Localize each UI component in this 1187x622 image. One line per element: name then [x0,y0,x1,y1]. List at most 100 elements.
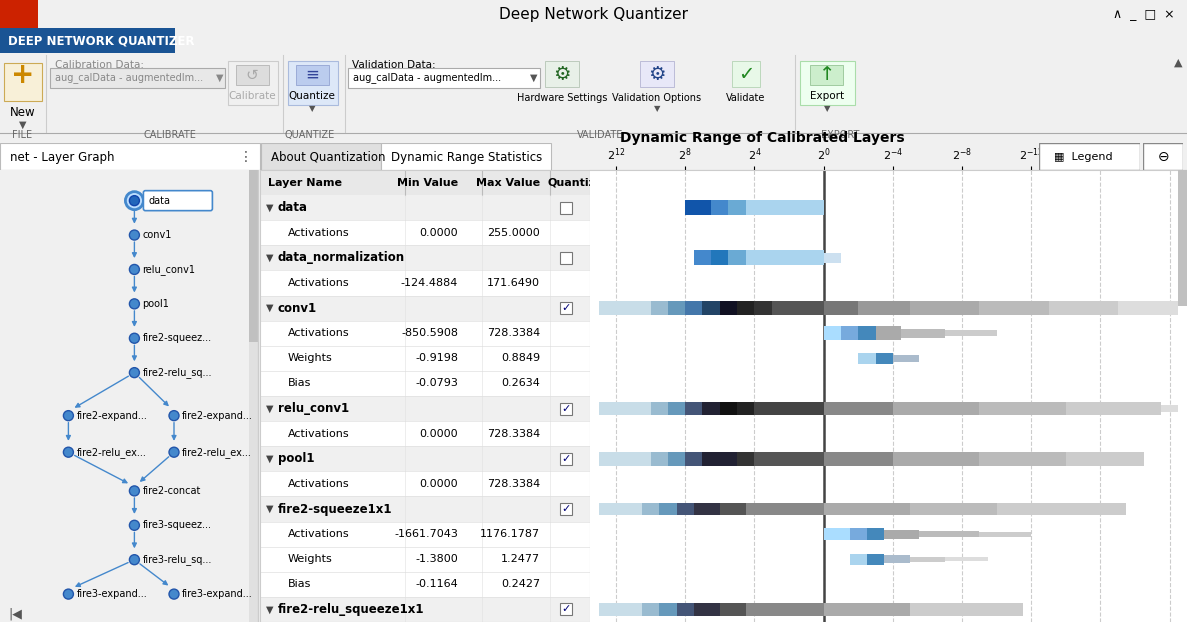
Text: Bias: Bias [288,378,311,389]
Bar [719,503,745,515]
Text: ✓: ✓ [561,404,571,414]
Text: -1661.7043: -1661.7043 [394,529,458,539]
Text: ▼: ▼ [531,73,538,83]
Text: Activations: Activations [288,429,350,439]
Text: ⚙: ⚙ [648,65,666,83]
Text: -1.3800: -1.3800 [415,554,458,564]
Bar [560,603,572,615]
Bar [867,528,884,541]
Text: ▼: ▼ [266,605,273,615]
Bar [668,402,685,415]
Bar [598,503,642,515]
Text: ⋮: ⋮ [1166,150,1179,164]
Text: CALIBRATE: CALIBRATE [144,130,196,140]
Text: fire3-relu_sq...: fire3-relu_sq... [142,554,211,565]
Circle shape [129,486,139,496]
Bar [876,353,893,364]
Circle shape [129,196,139,206]
Bar [260,220,590,245]
Text: 1.2477: 1.2477 [501,554,540,564]
Bar [560,252,572,264]
Text: 0.0000: 0.0000 [419,429,458,439]
Text: fire2-relu_ex...: fire2-relu_ex... [182,447,252,458]
Text: data: data [148,196,171,206]
Bar [560,402,572,414]
Bar [1066,402,1161,415]
Text: Calibration Data:: Calibration Data: [55,60,144,70]
Bar [737,452,755,466]
Bar [703,402,719,415]
Text: ▼: ▼ [266,303,273,313]
Bar [703,452,737,466]
Text: Quantize: Quantize [547,177,603,188]
Text: fire3-squeez...: fire3-squeez... [142,520,211,531]
Text: -124.4884: -124.4884 [401,278,458,288]
Bar [249,170,258,622]
Text: ∧  _  □  ×: ∧ _ □ × [1113,7,1175,21]
Bar [945,330,997,337]
Bar [50,68,226,88]
Text: Dynamic Range of Calibrated Layers: Dynamic Range of Calibrated Layers [620,131,904,145]
Circle shape [129,520,139,531]
Text: fire2-relu_squeeze1x1: fire2-relu_squeeze1x1 [278,603,425,616]
Bar [381,143,551,170]
Text: relu_conv1: relu_conv1 [278,402,349,415]
Bar [901,329,945,338]
Text: ✓: ✓ [561,454,571,464]
Text: pool1: pool1 [142,299,170,309]
Text: ▼: ▼ [266,454,273,464]
Text: ≡: ≡ [305,66,319,84]
Bar [824,603,910,616]
Bar [919,531,979,537]
Bar [711,251,729,266]
Bar [824,452,893,466]
Circle shape [126,192,144,210]
Bar [824,327,840,340]
Bar [260,271,590,295]
Bar [732,61,760,87]
Bar [560,302,572,314]
Bar [840,327,858,340]
Bar [850,528,867,541]
Text: fire2-concat: fire2-concat [142,486,201,496]
Bar [824,301,858,315]
Text: data: data [278,201,307,214]
Bar [703,301,719,315]
Text: ↺: ↺ [246,68,259,83]
Circle shape [129,555,139,565]
Bar [858,353,876,364]
Text: ⊖: ⊖ [1157,149,1169,164]
Bar [997,503,1126,515]
Bar [824,402,893,415]
Text: ⋮: ⋮ [239,150,253,164]
Bar [893,355,919,362]
FancyBboxPatch shape [144,191,212,211]
Text: Calibrate: Calibrate [228,91,275,101]
Text: fire3-expand...: fire3-expand... [182,589,253,599]
Text: fire2-expand...: fire2-expand... [182,411,253,420]
Bar [979,452,1066,466]
Text: Validation Data:: Validation Data: [353,60,436,70]
Bar [772,301,824,315]
Text: |◀: |◀ [8,608,21,621]
Bar [640,61,674,87]
Bar [0,28,174,53]
Bar [598,603,642,616]
Text: ▼: ▼ [266,504,273,514]
Bar [824,503,910,515]
Text: ▼: ▼ [266,404,273,414]
Text: EXPORT: EXPORT [821,130,859,140]
Bar [260,522,590,547]
Bar [1161,405,1179,412]
Text: Activations: Activations [288,228,350,238]
Bar [598,402,650,415]
Bar [694,251,711,266]
Text: fire3-expand...: fire3-expand... [76,589,147,599]
Text: ▼: ▼ [216,73,224,83]
Text: 0.2634: 0.2634 [501,378,540,389]
Bar [694,503,719,515]
Text: New: New [11,106,36,119]
Text: Dynamic Range Statistics: Dynamic Range Statistics [391,151,542,164]
Bar [236,65,269,85]
Text: aug_calData - augmentedIm...: aug_calData - augmentedIm... [55,73,203,83]
